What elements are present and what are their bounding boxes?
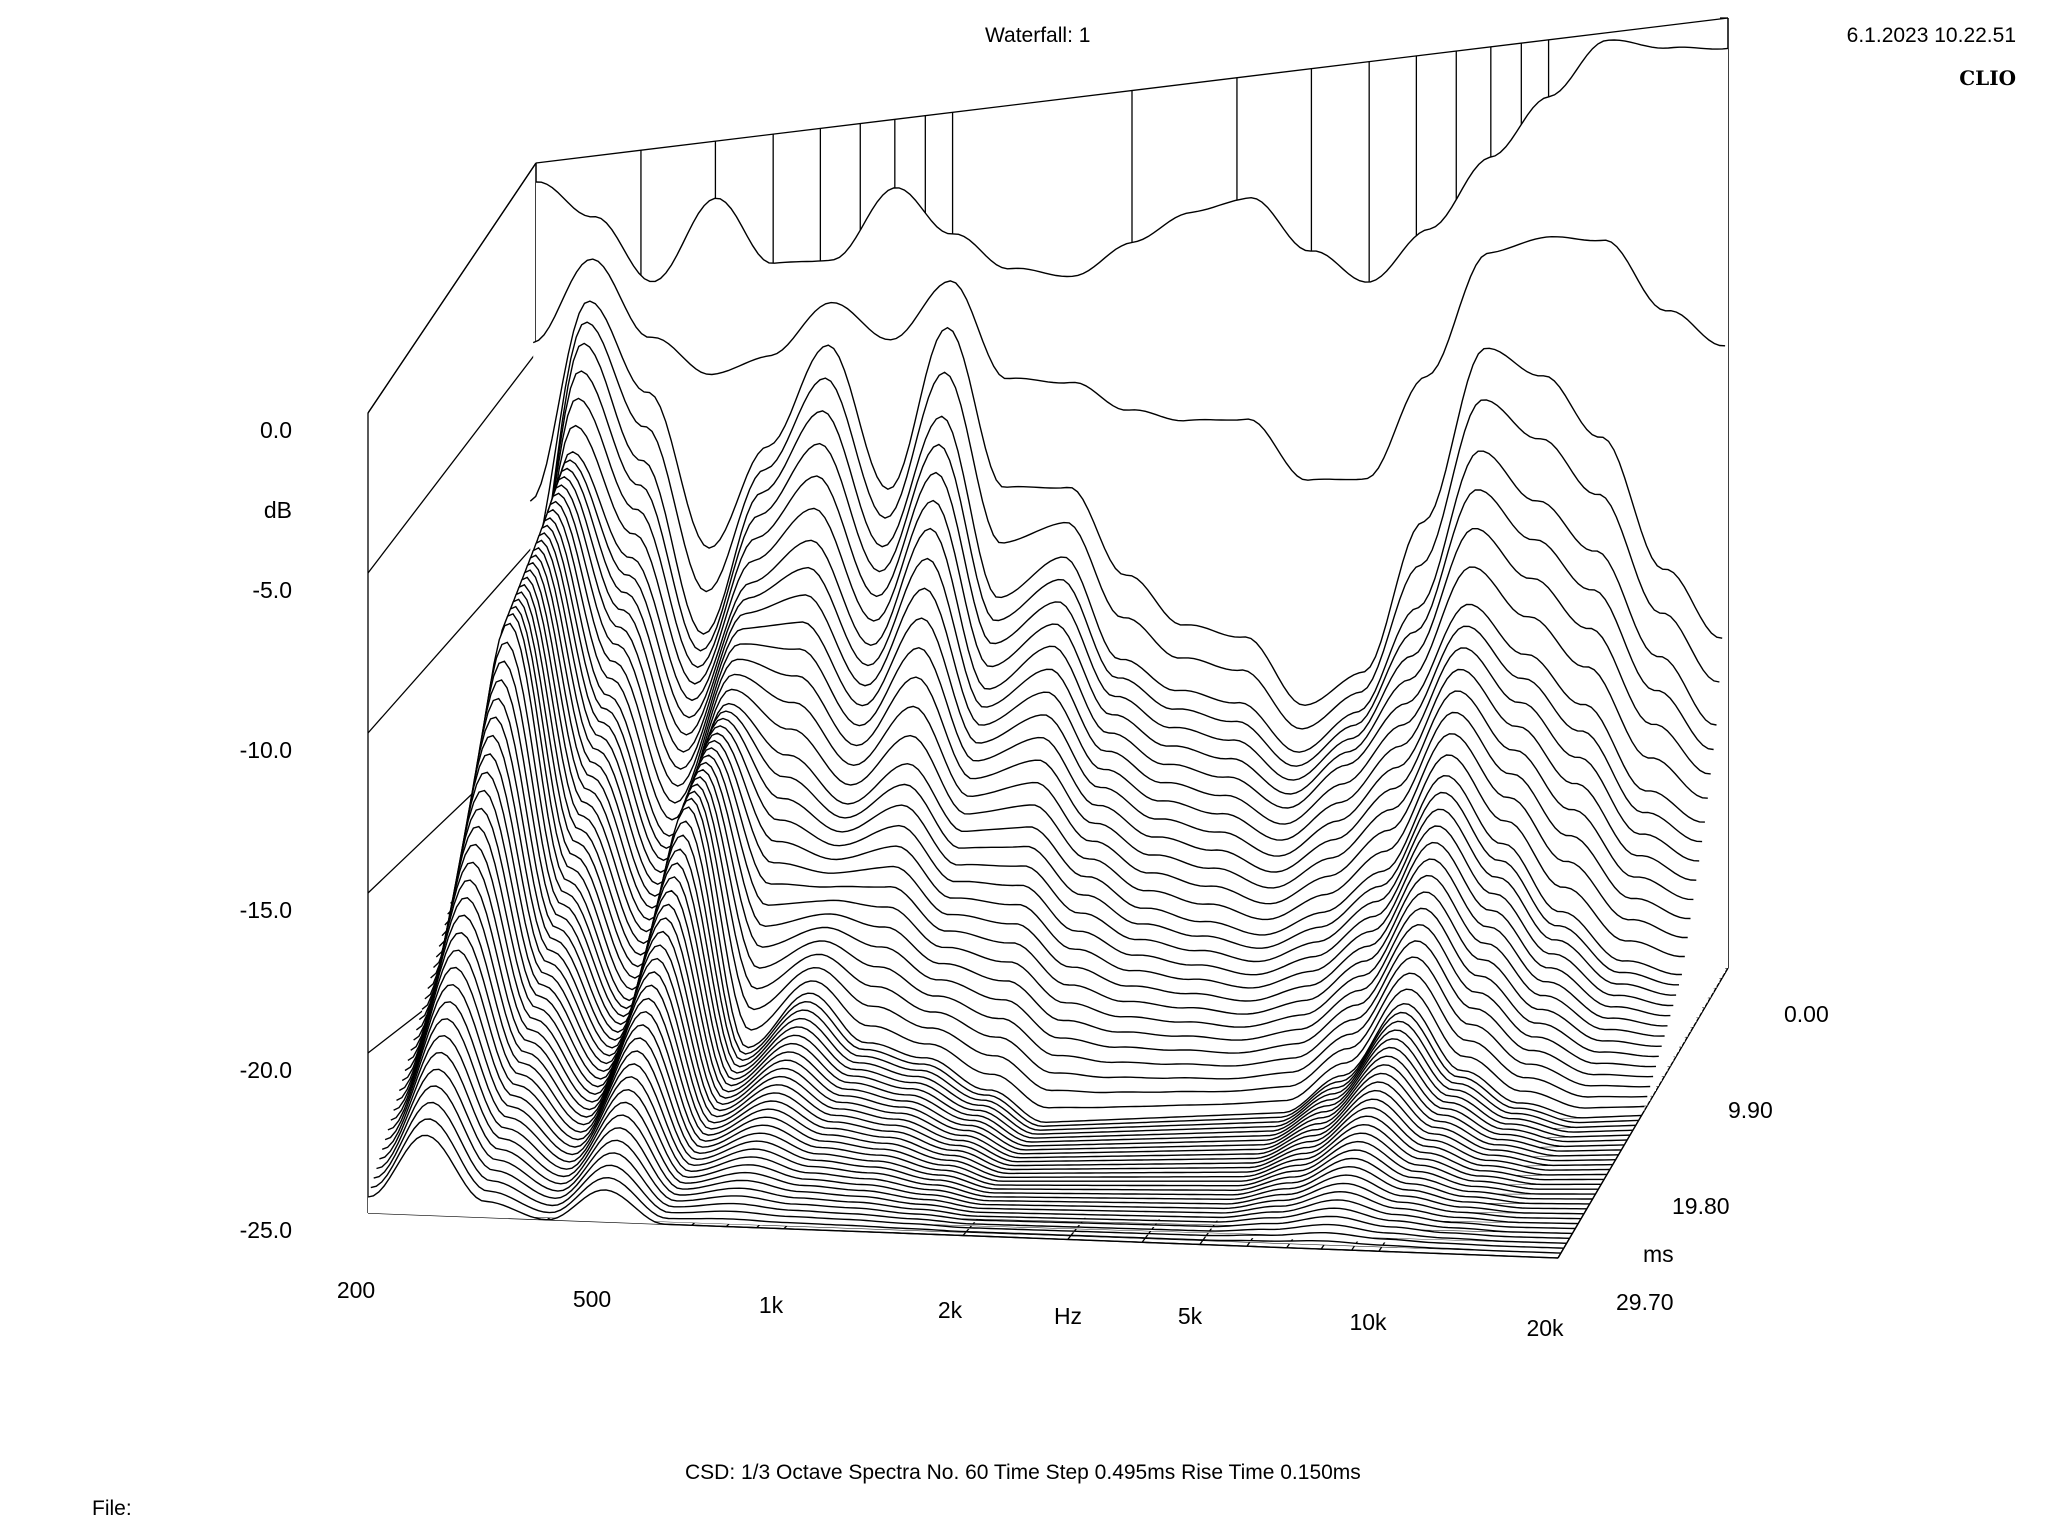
db-axis-label: dB <box>264 497 292 523</box>
time-tick-label: 29.70 <box>1616 1289 1674 1315</box>
spectrum-fill <box>373 1102 1564 1249</box>
brand-logo: CLIO <box>1959 66 2016 90</box>
spectrum-line <box>407 897 1599 1190</box>
spectrum-line <box>373 1101 1564 1249</box>
spectrum-line <box>384 1034 1576 1230</box>
time-axis-label: ms <box>1643 1241 1674 1267</box>
freq-tick-label: 20k <box>1526 1315 1564 1341</box>
spectrum-line <box>387 1018 1579 1225</box>
freq-tick-label: 2k <box>938 1297 963 1323</box>
spectrum-fill <box>368 1135 1558 1258</box>
spectrum-line <box>512 450 1705 823</box>
spectrum-line <box>535 39 1729 283</box>
spectrum-line <box>379 1068 1570 1239</box>
spectrum-line <box>401 932 1593 1200</box>
axis-labels: 0.0 -5.0 -10.0 -15.0 -20.0 -25.0 dB 200 500 1k 2k 5… <box>240 417 1829 1341</box>
spectrum-line <box>498 492 1691 920</box>
freq-tick-label: 200 <box>337 1277 375 1303</box>
left-wall-db-gridline <box>367 352 537 574</box>
timestamp: 6.1.2023 10.22.51 <box>1846 24 2016 47</box>
spectrum-line <box>376 1085 1567 1244</box>
db-tick-label: -20.0 <box>240 1057 292 1083</box>
time-tick-label: 19.80 <box>1672 1193 1730 1219</box>
waterfall-surface <box>367 39 1729 1259</box>
freq-axis-label: Hz <box>1054 1303 1082 1329</box>
spectrum-line <box>521 370 1714 767</box>
db-tick-label: 0.0 <box>260 417 292 443</box>
spectrum-line <box>509 459 1703 843</box>
db-tick-label: -25.0 <box>240 1217 292 1243</box>
spectrum-line <box>524 342 1717 753</box>
spectrum-line <box>515 424 1708 799</box>
time-tick-label: 0.00 <box>1784 1001 1829 1027</box>
spectrum-line <box>529 300 1723 707</box>
spectrum-line <box>526 321 1720 730</box>
db-tick-label: -10.0 <box>240 737 292 763</box>
spectrum-fill <box>370 1119 1561 1254</box>
db-tick-label: -5.0 <box>252 577 292 603</box>
spectrum-line <box>396 966 1587 1210</box>
freq-tick-label: 1k <box>759 1292 784 1318</box>
spectrum-line <box>393 983 1584 1215</box>
spectrum-line <box>495 500 1688 939</box>
spectrum-line <box>404 914 1596 1195</box>
spectrum-line <box>532 235 1726 481</box>
spectrum-line <box>390 1001 1582 1220</box>
spectrum-line <box>367 1134 1559 1259</box>
time-tick-label: 9.90 <box>1728 1097 1773 1123</box>
freq-tick-label: 5k <box>1178 1303 1203 1329</box>
spectrum-line <box>504 475 1697 881</box>
freq-tick-label: 500 <box>573 1286 611 1312</box>
chart-title: Waterfall: 1 <box>985 24 1091 47</box>
spectrum-line <box>398 949 1590 1205</box>
spectrum-fill <box>376 1086 1567 1244</box>
spectrum-line <box>381 1051 1573 1235</box>
spectrum-line <box>518 397 1711 781</box>
spectrum-fill <box>456 606 1648 1161</box>
left-wall-db-gridline <box>367 542 537 734</box>
left-wall-db-gridline <box>367 162 537 414</box>
csd-settings-text: CSD: 1/3 Octave Spectra No. 60 Time Step… <box>685 1461 1361 1484</box>
spectrum-line <box>506 467 1700 862</box>
spectrum-line <box>501 484 1694 901</box>
freq-tick-label: 10k <box>1349 1309 1387 1335</box>
db-tick-label: -15.0 <box>240 897 292 923</box>
floor-freq-gridline <box>1557 967 1729 1259</box>
file-label: File: <box>92 1497 132 1520</box>
spectrum-line <box>370 1118 1561 1254</box>
